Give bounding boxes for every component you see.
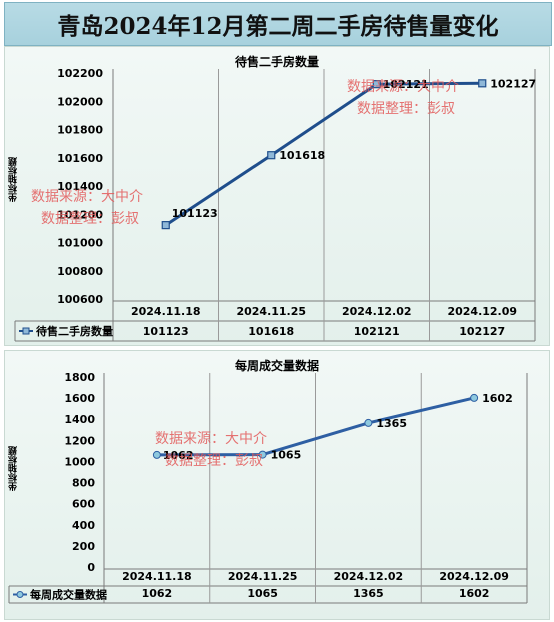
x-category-label: 2024.11.18: [122, 570, 192, 583]
table-value-cell: 1062: [142, 587, 173, 600]
legend-marker: [16, 591, 24, 598]
chart-title: 每周成交量数据: [234, 359, 319, 373]
chart-title: 待售二手房数量: [234, 55, 319, 69]
y-tick-label: 1200: [64, 434, 95, 447]
table-value-cell: 1602: [459, 587, 490, 600]
y-tick-label: 1000: [64, 455, 95, 468]
y-tick-label: 101200: [57, 208, 103, 221]
chart-transactions: 0 200 400 600 800 1000 1200 1400 1600 1800 2024.11…: [8, 371, 528, 604]
y-tick-label: 101600: [57, 152, 103, 165]
series-line: [156, 396, 475, 457]
table-value-cell: 102121: [354, 325, 400, 338]
x-category-label: 2024.12.02: [334, 570, 404, 583]
y-tick-label: 200: [72, 540, 95, 553]
data-label: 101618: [279, 149, 325, 162]
watermark-source: 数据来源：大中介: [31, 189, 143, 205]
table-value-cell: 101123: [143, 325, 189, 338]
y-tick-label: 0: [87, 561, 95, 574]
x-category-label: 2024.11.18: [131, 305, 201, 318]
data-label: 1365: [376, 417, 407, 430]
data-label: 101123: [172, 207, 218, 220]
page-title: 青岛2024年12月第二周二手房待售量变化: [4, 2, 552, 46]
series-line: [164, 81, 483, 227]
y-tick-label: 101800: [57, 124, 103, 137]
y-tick-label: 1800: [64, 371, 95, 384]
x-category-label: 2024.11.25: [228, 570, 298, 583]
table-value-cell: 101618: [248, 325, 294, 338]
x-category-label: 2024.12.09: [447, 305, 517, 318]
y-tick-label: 800: [72, 477, 95, 490]
x-category-label: 2024.12.09: [439, 570, 509, 583]
y-tick-label: 101400: [57, 180, 103, 193]
table-value-cell: 102127: [459, 325, 505, 338]
data-label: 102127: [490, 77, 536, 90]
y-tick-label: 1600: [64, 392, 95, 405]
chart-panel-transactions: 每周成交量数据 坐标轴标题 0 200 400 600 800 1000 1200 1400 1…: [4, 350, 550, 620]
data-point: [152, 450, 161, 459]
y-tick-label: 1400: [64, 413, 95, 426]
x-category-label: 2024.12.02: [342, 305, 412, 318]
legend-marker: [22, 327, 30, 335]
chart-inventory: 100600 100800 101000 101200 101400 101600 1018…: [14, 67, 536, 342]
data-point: [161, 221, 170, 230]
data-point: [267, 151, 276, 160]
legend-label: 待售二手房数量: [35, 324, 113, 338]
y-tick-label: 600: [72, 498, 95, 511]
watermark-editor: 数据整理：彭叔: [357, 101, 455, 117]
watermark-editor: 数据整理：彭叔: [41, 211, 139, 227]
data-label: 1602: [482, 392, 513, 405]
watermark-source: 数据来源：大中介: [155, 431, 267, 447]
x-category-label: 2024.11.25: [236, 305, 306, 318]
table-value-cell: 1065: [247, 587, 278, 600]
watermark-source: 数据来源：大中介: [347, 79, 459, 95]
data-point: [364, 418, 373, 427]
data-point: [478, 79, 487, 88]
chart-panel-inventory: 待售二手房数量 坐标轴标题 100600 100800 101000 101200 10…: [4, 46, 550, 346]
y-tick-label: 101000: [57, 237, 103, 250]
y-tick-label: 102000: [57, 95, 103, 108]
watermark-editor: 数据整理：彭叔: [165, 453, 263, 469]
y-tick-label: 100600: [57, 293, 103, 306]
data-label: 102121: [383, 78, 429, 91]
y-tick-label: 102200: [57, 67, 103, 80]
data-label: 1065: [271, 449, 302, 462]
legend-label: 每周成交量数据: [30, 588, 107, 602]
table-value-cell: 1365: [353, 587, 384, 600]
data-point: [258, 450, 267, 459]
data-point: [372, 80, 381, 89]
y-tick-label: 100800: [57, 265, 103, 278]
data-label: 1062: [163, 449, 194, 462]
y-tick-label: 400: [72, 519, 95, 532]
data-point: [470, 393, 479, 402]
